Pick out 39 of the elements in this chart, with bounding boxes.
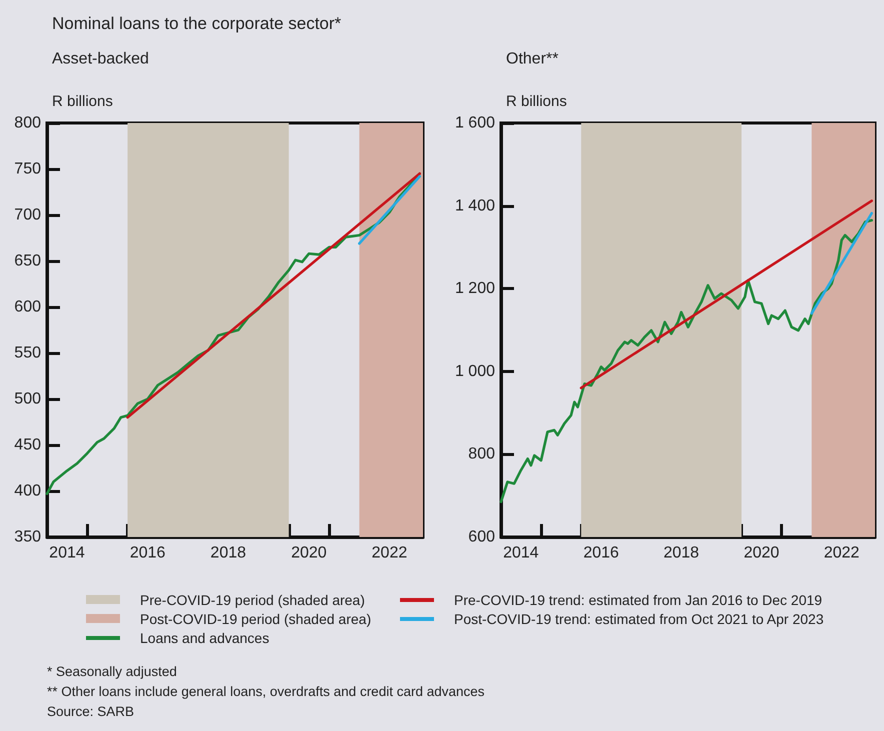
y-tick-label: 750 — [14, 160, 42, 178]
legend-label: Pre-COVID-19 trend: estimated from Jan 2016 to Dec 2019 — [454, 592, 822, 608]
y-tick-label: 350 — [14, 528, 42, 546]
y-tick-label: 600 — [468, 528, 496, 546]
y-tick-label: 1 000 — [454, 362, 496, 380]
text: ** Other loans include general loans, overdrafts and credit card advances — [47, 684, 485, 699]
y-tick-label: 800 — [468, 446, 496, 463]
y-tick-label: 450 — [14, 436, 42, 454]
y-tick-label: 550 — [14, 344, 42, 362]
legend-label: Post-COVID-19 period (shaded area) — [140, 610, 372, 626]
y-axis-title: R billions — [52, 93, 113, 110]
y-tick-label: 1 600 — [454, 114, 496, 132]
x-tick-label: 2020 — [744, 544, 780, 562]
source-note: Source: SARB — [47, 704, 136, 719]
x-tick-label: 2022 — [372, 544, 408, 562]
y-tick-label: 400 — [14, 482, 42, 500]
y-tick-label: 700 — [14, 206, 42, 224]
legend-label: Loans and advances — [140, 630, 270, 646]
y-tick-label: 800 — [14, 114, 42, 132]
y-tick-label: 650 — [14, 252, 42, 270]
chart-title: Other** — [506, 50, 558, 68]
x-tick-label: 2020 — [291, 544, 327, 562]
chart-subtitle: Asset-backed — [52, 50, 149, 68]
x-tick-label: 2016 — [583, 544, 620, 562]
chart-title: Nominal loans to the corporate sector* — [52, 14, 342, 33]
legend-label: Pre-COVID-19 period (shaded area) — [140, 592, 365, 608]
x-tick-label: 2014 — [49, 544, 85, 562]
x-tick-label: 2018 — [663, 544, 700, 562]
x-tick-label: 2022 — [824, 544, 860, 562]
y-tick-label: 1 200 — [454, 280, 496, 298]
y-tick-label: 600 — [14, 298, 42, 316]
x-tick-label: 2014 — [503, 544, 539, 562]
y-tick-label: 500 — [14, 390, 42, 408]
x-tick-label: 2018 — [210, 544, 246, 562]
text: * Seasonally adjusted — [47, 664, 178, 679]
y-tick-label: 1 400 — [454, 197, 496, 214]
y-axis-title: R billions — [506, 93, 567, 110]
x-tick-label: 2016 — [130, 544, 166, 562]
legend-label: Post-COVID-19 trend: estimated from Oct 2021 to Apr 2023 — [454, 610, 824, 626]
